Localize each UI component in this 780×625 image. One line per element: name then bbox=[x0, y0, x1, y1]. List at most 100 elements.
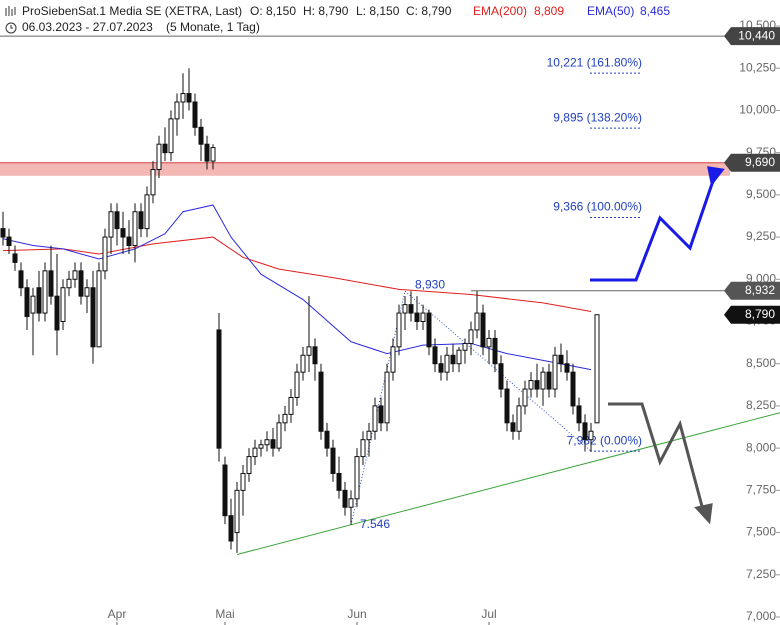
candle-body bbox=[144, 194, 150, 230]
forecast-arrows bbox=[590, 166, 725, 525]
candle-body bbox=[354, 456, 360, 500]
candle-body bbox=[342, 489, 348, 508]
candle-body bbox=[468, 329, 474, 344]
y-tick-label: 10,000 bbox=[739, 103, 776, 117]
candle-body bbox=[114, 211, 120, 230]
candle-body bbox=[516, 405, 522, 432]
candle-body bbox=[294, 371, 300, 398]
candle-body bbox=[84, 287, 90, 297]
candle-body bbox=[24, 287, 30, 317]
candle-body bbox=[132, 211, 138, 247]
candle-body bbox=[492, 337, 498, 365]
candle-body bbox=[504, 388, 510, 424]
price-box bbox=[724, 27, 780, 46]
candle-body bbox=[384, 371, 390, 424]
header-span: (5 Monate, 1 Tag) bbox=[166, 20, 260, 34]
candle-body bbox=[126, 236, 132, 247]
candle-body bbox=[12, 253, 18, 263]
y-tick-label: 7,500 bbox=[746, 525, 776, 539]
y-tick-label: 7,750 bbox=[746, 483, 776, 497]
trendline bbox=[236, 412, 780, 556]
candle-body bbox=[66, 278, 72, 289]
candle-body bbox=[222, 464, 228, 517]
legend-ema50: EMA(50) bbox=[587, 4, 634, 18]
fib-level-label: 9,895 (138.20%) bbox=[553, 110, 642, 124]
candle-body bbox=[258, 444, 264, 449]
candle-body bbox=[42, 270, 48, 314]
candle-body bbox=[426, 312, 432, 348]
fib-point-label: 7.546 bbox=[360, 517, 390, 531]
x-tick-label: Mai bbox=[215, 607, 234, 621]
y-tick-label: 7,250 bbox=[746, 567, 776, 581]
fib-level-label: 9,366 (100.00%) bbox=[553, 200, 642, 214]
y-tick-label: 9,250 bbox=[746, 229, 776, 243]
candle-body bbox=[594, 314, 600, 424]
candle-body bbox=[180, 93, 186, 103]
fib-level-label: 7,982 (0.00%) bbox=[567, 433, 642, 447]
price-box-label: 9,690 bbox=[745, 155, 775, 169]
header-icons bbox=[5, 6, 17, 34]
candle-body bbox=[210, 147, 216, 162]
candle-body bbox=[474, 312, 480, 331]
candle-body bbox=[420, 312, 426, 322]
candle-body bbox=[564, 363, 570, 373]
candle-body bbox=[522, 388, 528, 407]
candle-body bbox=[324, 430, 330, 449]
x-tick-label: Jun bbox=[347, 607, 366, 621]
header-open: O: 8,150 bbox=[250, 4, 296, 18]
candle-body bbox=[252, 447, 258, 458]
candle-body bbox=[372, 405, 378, 432]
candle-body bbox=[366, 430, 372, 441]
y-tick-label: 9,500 bbox=[746, 187, 776, 201]
candle-body bbox=[60, 287, 66, 323]
candle-body bbox=[336, 472, 342, 491]
candle-body bbox=[558, 354, 564, 365]
candle-body bbox=[288, 396, 294, 415]
candle-body bbox=[90, 287, 96, 348]
candle-body bbox=[48, 270, 54, 297]
candle-body bbox=[534, 380, 540, 390]
candle-body bbox=[408, 304, 414, 314]
candle-body bbox=[216, 329, 222, 449]
price-box bbox=[724, 305, 780, 324]
candle-body bbox=[54, 295, 60, 331]
fib-level-label: 10,221 (161.80%) bbox=[547, 55, 642, 69]
price-box bbox=[724, 153, 780, 172]
candle-body bbox=[108, 211, 114, 238]
candle-body bbox=[276, 422, 282, 449]
header-low: L: 8,150 bbox=[356, 4, 400, 18]
candle-body bbox=[396, 312, 402, 348]
candle-body bbox=[444, 354, 450, 373]
legend-ema200-value: 8,809 bbox=[534, 4, 564, 18]
candle-body bbox=[6, 236, 12, 247]
bull-arrow-head bbox=[707, 166, 725, 187]
candle-body bbox=[246, 456, 252, 474]
candle-body bbox=[156, 143, 162, 171]
candle-body bbox=[438, 363, 444, 373]
x-tick-label: Jul bbox=[481, 607, 496, 621]
candle-body bbox=[528, 380, 534, 390]
candle-body bbox=[264, 439, 270, 446]
bull-arrow bbox=[590, 177, 716, 282]
candle-body bbox=[240, 472, 246, 491]
candle-body bbox=[588, 430, 594, 441]
candle-body bbox=[498, 363, 504, 390]
candle-body bbox=[510, 422, 516, 432]
candle-body bbox=[312, 346, 318, 365]
candle-body bbox=[72, 270, 78, 280]
candle-body bbox=[96, 270, 102, 348]
candle-body bbox=[378, 405, 384, 424]
candle-body bbox=[582, 422, 588, 441]
candle-body bbox=[546, 371, 552, 390]
ema-line bbox=[2, 204, 592, 371]
candle-body bbox=[360, 439, 366, 458]
level-band bbox=[0, 162, 730, 176]
price-box-label: 8,790 bbox=[745, 307, 775, 321]
candle-body bbox=[462, 342, 468, 351]
candle-body bbox=[282, 413, 288, 424]
candle-body bbox=[570, 371, 576, 407]
candle-body bbox=[306, 346, 312, 356]
candle-body bbox=[414, 312, 420, 322]
y-tick-label: 8,250 bbox=[746, 398, 776, 412]
